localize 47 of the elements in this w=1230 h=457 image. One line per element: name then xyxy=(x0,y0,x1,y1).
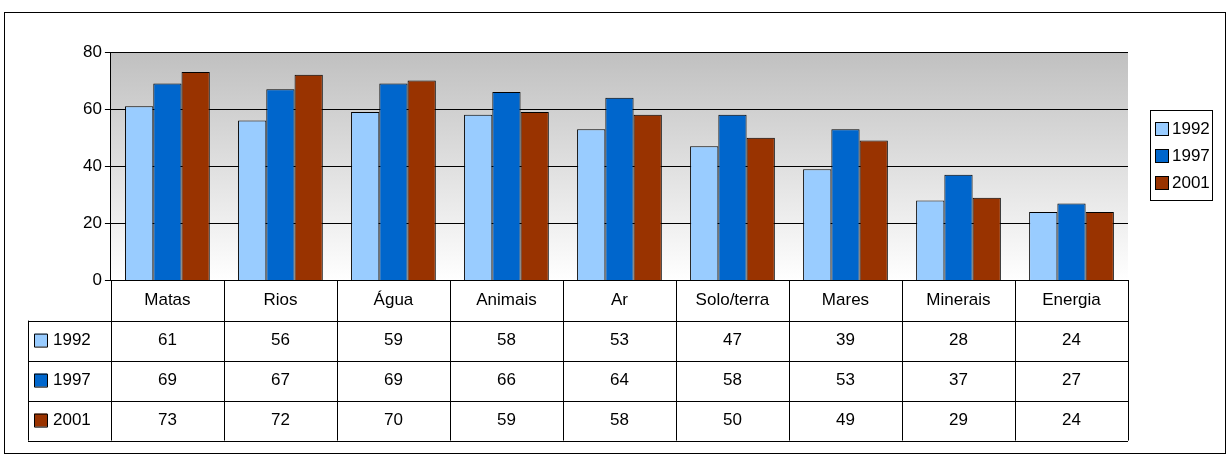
data-label: 28 xyxy=(949,330,968,350)
x-tick-label: Água xyxy=(373,290,414,310)
data-label: 58 xyxy=(609,410,629,430)
x-tick-label: Energia xyxy=(1042,290,1102,310)
y-tick-label: 20 xyxy=(82,213,102,233)
data-label: 39 xyxy=(836,330,855,350)
data-label: 64 xyxy=(609,370,629,390)
data-label: 56 xyxy=(270,330,290,350)
x-tick-label: Rios xyxy=(263,290,298,310)
legend-label: 1997 xyxy=(53,370,91,390)
y-tick-label: 80 xyxy=(82,41,102,61)
x-tick-label: Solo/terra xyxy=(695,290,770,310)
data-label: 73 xyxy=(157,410,177,430)
y-tick-label: 40 xyxy=(82,155,102,175)
data-label: 59 xyxy=(496,410,516,430)
data-label: 50 xyxy=(723,410,742,430)
x-tick-label: Animais xyxy=(476,290,537,310)
data-label: 58 xyxy=(723,370,742,390)
data-label: 66 xyxy=(496,370,516,390)
data-label: 24 xyxy=(1062,410,1081,430)
data-label: 24 xyxy=(1062,330,1081,350)
data-label: 69 xyxy=(383,370,403,390)
data-label: 69 xyxy=(157,370,177,390)
data-label: 53 xyxy=(836,370,855,390)
data-label: 70 xyxy=(383,410,403,430)
data-label: 53 xyxy=(609,330,629,350)
data-label: 37 xyxy=(949,370,968,390)
legend-label: 2001 xyxy=(1172,172,1210,193)
x-tick-label: Mares xyxy=(821,290,870,310)
data-label: 29 xyxy=(949,410,968,430)
data-label: 67 xyxy=(270,370,290,390)
data-label: 58 xyxy=(496,330,516,350)
y-tick-label: 60 xyxy=(82,98,102,118)
legend-label: 1992 xyxy=(53,330,91,350)
data-label: 47 xyxy=(723,330,742,350)
x-tick-label: Ar xyxy=(610,290,629,310)
data-label: 49 xyxy=(836,410,855,430)
data-label: 61 xyxy=(157,330,177,350)
data-label: 27 xyxy=(1062,370,1081,390)
x-tick-label: Matas xyxy=(144,290,191,310)
text: 2001 xyxy=(53,410,91,430)
y-tick-label: 0 xyxy=(92,270,102,290)
data-label: 72 xyxy=(270,410,290,430)
text: 1992 xyxy=(1172,118,1210,138)
text: 1997 xyxy=(1172,145,1210,165)
x-tick-label: Minerais xyxy=(926,290,991,310)
data-label: 59 xyxy=(383,330,403,350)
